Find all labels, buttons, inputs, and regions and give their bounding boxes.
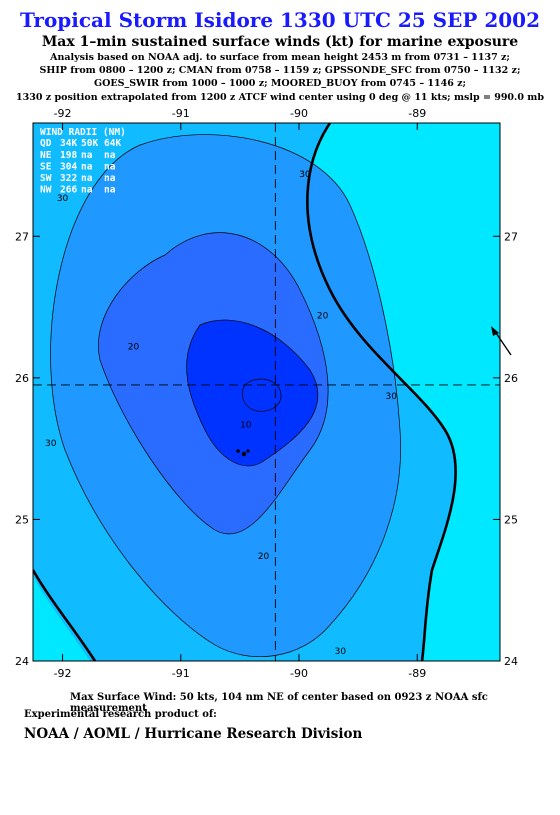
x-tick-label-top: -91 <box>172 107 190 120</box>
contour-label: 30 <box>299 170 311 180</box>
wind-radii-cell: na <box>81 173 93 184</box>
y-tick-label-right: 25 <box>504 513 518 526</box>
x-tick-label-top: -89 <box>408 107 426 120</box>
contour-20kt <box>98 232 329 535</box>
contour-label: 30 <box>45 439 57 449</box>
x-tick-label-bottom: -89 <box>408 667 426 680</box>
motion-arrow-shaft <box>493 329 512 356</box>
wind-fill-core <box>242 378 281 412</box>
info-line-4: 1330 z position extrapolated from 1200 z… <box>16 92 544 103</box>
chart-subtitle: Max 1–min sustained surface winds (kt) f… <box>41 34 519 50</box>
island-dot <box>236 449 240 453</box>
max-wind-note: Max Surface Wind: 50 kts, 104 nm NE of c… <box>70 692 488 714</box>
wind-radii-cell: na <box>81 150 93 161</box>
plot-area: 10 20 20 20 30 30 30 30 30 WIND RADII (NM) QD 34K… <box>33 123 500 661</box>
contour-label: 30 <box>386 392 398 402</box>
wind-radii-cell: SE <box>40 162 52 173</box>
wind-radii-cell: 304 <box>60 162 77 173</box>
wind-radii-column-header: QD <box>40 138 52 149</box>
wind-radii-cell: NW <box>40 185 52 196</box>
contour-10kt <box>186 319 319 467</box>
motion-arrow <box>491 326 512 356</box>
wind-radii-cell: na <box>104 185 116 196</box>
contour-label: 20 <box>128 343 140 353</box>
contour-labels: 10 20 20 20 30 30 30 30 30 <box>45 170 397 657</box>
y-tick-label-right: 27 <box>504 230 518 243</box>
y-tick-label-right: 26 <box>504 372 518 385</box>
motion-arrowhead-icon <box>491 326 499 336</box>
x-tick-label-top: -90 <box>290 107 308 120</box>
contour-label: 20 <box>317 311 329 321</box>
chart-title: Tropical Storm Isidore 1330 UTC 25 SEP 2… <box>19 8 540 32</box>
island-dot <box>246 449 250 453</box>
wind-radii-cell: na <box>81 185 93 196</box>
plot-frame <box>32 122 501 662</box>
wind-radii-column-header: 64K <box>104 138 121 149</box>
wind-radii-cell: NE <box>40 150 52 161</box>
y-tick-label-left: 26 <box>15 372 29 385</box>
x-tick-label-bottom: -90 <box>290 667 308 680</box>
info-line-1: Analysis based on NOAA adj. to surface f… <box>50 52 510 63</box>
contour-label: 30 <box>57 194 69 204</box>
x-tick-label-bottom: -92 <box>54 667 72 680</box>
island-dot <box>241 451 247 457</box>
y-tick-label-left: 25 <box>15 513 29 526</box>
contour-label: 10 <box>240 420 252 430</box>
wind-radii-column-header: 34K <box>60 138 77 149</box>
wind-radii-header: WIND RADII (NM) <box>40 127 126 138</box>
wind-contour-plot: 10 20 20 20 30 30 30 30 30 WIND RADII (NM) QD 34K… <box>15 107 518 680</box>
wind-radii-cell: na <box>104 150 116 161</box>
wind-radii-cell: na <box>81 162 93 173</box>
experimental-note: Experimental research product of: <box>24 709 217 720</box>
wind-radii-cell: 322 <box>60 173 77 184</box>
x-tick-label-top: -92 <box>54 107 72 120</box>
contour-label: 20 <box>258 552 270 562</box>
wind-radii-cell: 266 <box>60 185 77 196</box>
axis-ticks: -92 -92 -91 -91 -90 -90 -89 -89 24 24 25 25 26 26 27 27 <box>15 107 518 680</box>
wind-radii-cell: SW <box>40 173 52 184</box>
info-line-3: GOES_SWIR from 1000 – 1000 z; MOORED_BUO… <box>93 78 467 89</box>
organization-name: NOAA / AOML / Hurricane Research Divisio… <box>24 726 363 742</box>
wind-radii-cell: na <box>104 173 116 184</box>
y-tick-label-left: 24 <box>15 655 29 668</box>
y-tick-label-right: 24 <box>504 655 518 668</box>
contour-30kt <box>50 134 401 657</box>
x-tick-label-bottom: -91 <box>172 667 190 680</box>
wind-radii-cell: na <box>104 162 116 173</box>
wind-radii-cell: 198 <box>60 150 77 161</box>
y-tick-label-left: 27 <box>15 230 29 243</box>
wind-radii-column-header: 50K <box>81 138 98 149</box>
contour-label: 30 <box>335 647 347 657</box>
contour-34kt <box>33 123 457 661</box>
info-line-2: SHIP from 0800 – 1200 z; CMAN from 0758 … <box>39 65 521 76</box>
